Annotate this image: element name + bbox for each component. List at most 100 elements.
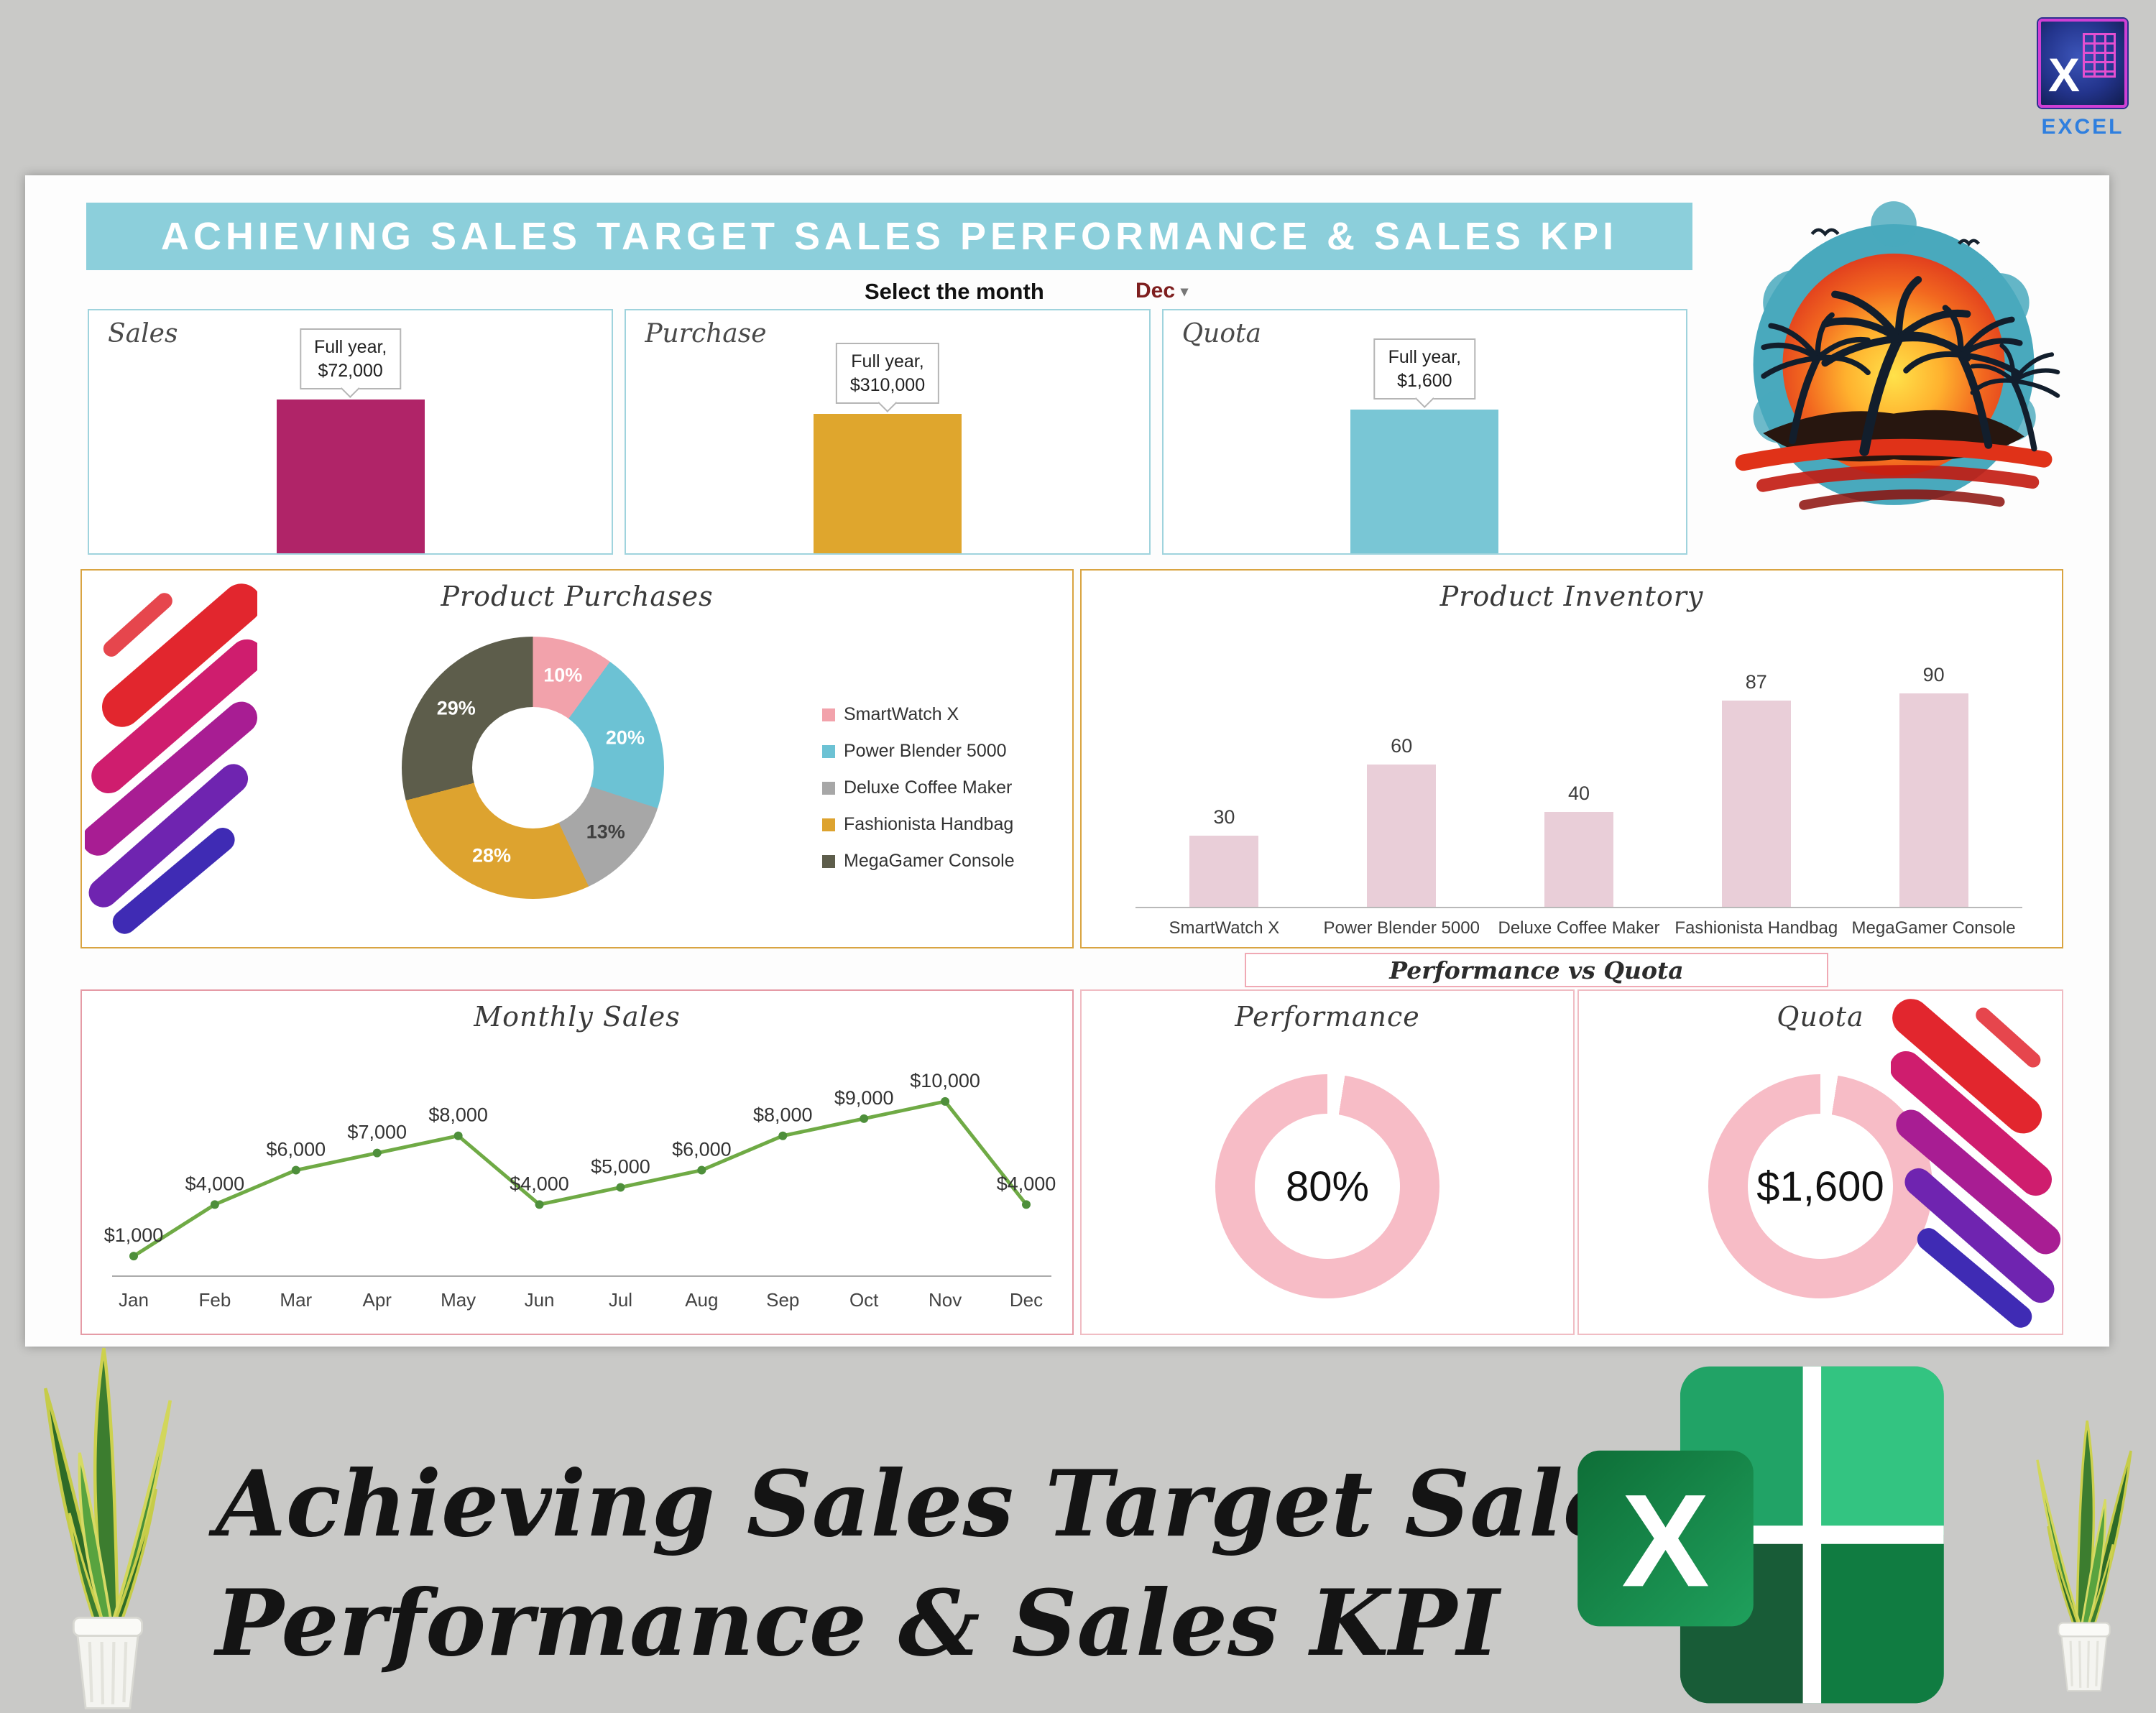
legend-item: Deluxe Coffee Maker (822, 777, 1015, 798)
sales-marker[interactable] (860, 1114, 869, 1123)
sales-marker[interactable] (291, 1165, 300, 1175)
inventory-column: 30 (1135, 806, 1313, 907)
kpi-bar-sales[interactable] (276, 400, 425, 553)
inventory-column: 87 (1667, 671, 1845, 907)
kpi-card-purchase: Purchase Full year, $310,000 (625, 309, 1151, 555)
tropical-palm-illustration (1735, 201, 2073, 510)
sales-marker[interactable] (778, 1131, 788, 1140)
sales-marker[interactable] (129, 1252, 138, 1261)
dashboard-title: ACHIEVING SALES TARGET SALES PERFORMANCE… (160, 215, 1618, 258)
inventory-value-label: 90 (1922, 664, 1945, 685)
donut-hole (472, 707, 594, 828)
dashboard-sheet: ACHIEVING SALES TARGET SALES PERFORMANCE… (25, 175, 2109, 1347)
inventory-bar[interactable] (1544, 812, 1613, 907)
month-label: Feb (199, 1289, 231, 1311)
legend-label: Power Blender 5000 (844, 741, 1007, 761)
kpi-card-title: Purchase (645, 319, 767, 348)
monthly-sales-chart: $1,000 Jan $4,000 Feb $6,000 Mar $7,000 Apr $8,0… (104, 1070, 1056, 1311)
ring-hole: $1,600 (1748, 1114, 1893, 1259)
sales-marker[interactable] (453, 1131, 463, 1140)
sales-marker[interactable] (1022, 1200, 1031, 1209)
sales-line (132, 1099, 1028, 1258)
month-label: Jan (119, 1289, 149, 1311)
inventory-value-label: 40 (1567, 782, 1590, 804)
legend-swatch-icon (822, 744, 835, 758)
kpi-row: Sales Full year, $72,000 Purchase Full y… (88, 309, 1687, 555)
sales-data-label: $10,000 (910, 1070, 980, 1091)
donut-slice-label: 20% (605, 726, 645, 749)
footer-caption-line1: Achieving Sales Target Sales (216, 1451, 1672, 1557)
paint-splash-decoration (1891, 995, 2063, 1331)
footer-caption: Achieving Sales Target Sales Performance… (216, 1444, 1672, 1684)
sales-data-label: $6,000 (267, 1139, 326, 1160)
sales-marker[interactable] (616, 1183, 625, 1192)
sales-marker[interactable] (210, 1200, 219, 1209)
footer-caption-line2: Performance & Sales KPI (216, 1570, 1500, 1677)
month-label: Aug (685, 1289, 718, 1311)
inventory-column: 40 (1491, 782, 1668, 907)
month-label: Jun (525, 1289, 555, 1311)
legend-swatch-icon (822, 781, 835, 795)
quota-value: $1,600 (1756, 1163, 1884, 1210)
sales-marker[interactable] (372, 1148, 382, 1158)
month-dropdown[interactable]: Dec ▾ (1135, 279, 1188, 303)
kpi-callout-purchase: Full year, $310,000 (835, 343, 940, 404)
month-label: Sep (766, 1289, 799, 1311)
legend-item: Power Blender 5000 (822, 741, 1015, 762)
quota-ring[interactable]: $1,600 (1708, 1074, 1932, 1298)
product-purchases-legend: SmartWatch X Power Blender 5000 Deluxe Cof… (822, 704, 1015, 872)
kpi-card-title: Sales (108, 319, 178, 348)
month-label: Dec (1010, 1289, 1043, 1311)
product-purchases-panel: Product Purchases 10% 20% 13% 28% 29% SmartW… (80, 569, 1074, 948)
product-purchases-donut[interactable]: 10% 20% 13% 28% 29% (402, 637, 664, 899)
kpi-bar-purchase[interactable] (813, 414, 962, 553)
callout-line1: Full year, (1388, 347, 1462, 367)
sales-marker[interactable] (941, 1096, 950, 1106)
quota-title: Quota (1777, 1001, 1864, 1033)
inventory-category-label: MegaGamer Console (1851, 918, 2016, 938)
inventory-category-label: Deluxe Coffee Maker (1498, 918, 1660, 938)
excel-logo-letter: X (1621, 1467, 1709, 1614)
product-purchases-title: Product Purchases (441, 581, 714, 612)
kpi-bar-quota[interactable] (1350, 410, 1499, 553)
callout-line2: $72,000 (318, 360, 383, 381)
inventory-bar[interactable] (1367, 765, 1437, 907)
product-inventory-title: Product Inventory (1439, 581, 1704, 612)
monthly-sales-panel: Monthly Sales $1,000 Jan $4,000 Feb $6,000 Ma… (80, 989, 1074, 1335)
month-label: Apr (362, 1289, 392, 1311)
performance-ring[interactable]: 80% (1215, 1074, 1439, 1298)
callout-line2: $1,600 (1397, 370, 1452, 391)
inventory-column: 90 (1845, 664, 2022, 907)
month-selector-label: Select the month (865, 279, 1044, 304)
ring-hole: 80% (1255, 1114, 1400, 1259)
legend-swatch-icon (822, 818, 835, 831)
product-inventory-plot: 30 60 40 87 90 (1135, 657, 2022, 908)
performance-value: 80% (1285, 1163, 1370, 1210)
callout-line2: $310,000 (849, 374, 926, 395)
legend-label: MegaGamer Console (844, 851, 1015, 871)
performance-vs-quota-label: Performance vs Quota (1245, 953, 1828, 987)
month-dropdown-value: Dec (1135, 279, 1176, 303)
monthly-sales-title: Monthly Sales (474, 1001, 681, 1033)
inventory-category-label: SmartWatch X (1169, 918, 1280, 938)
kpi-callout-sales: Full year, $72,000 (299, 328, 402, 389)
sales-data-label: $8,000 (428, 1104, 488, 1126)
sales-data-label: $6,000 (672, 1139, 732, 1160)
inventory-category-label: Power Blender 5000 (1323, 918, 1480, 938)
paint-splash-decoration (85, 583, 257, 934)
sales-marker[interactable] (697, 1165, 706, 1175)
sales-data-label: $7,000 (347, 1122, 407, 1143)
product-inventory-panel: Product Inventory 30 60 40 87 90 SmartWatch … (1080, 569, 2063, 948)
performance-panel: Performance 80% (1080, 989, 1575, 1335)
inventory-bar[interactable] (1189, 836, 1259, 907)
inventory-value-label: 87 (1745, 671, 1767, 693)
sales-marker[interactable] (535, 1200, 544, 1209)
kpi-callout-quota: Full year, $1,600 (1373, 338, 1476, 400)
month-label: Jul (609, 1289, 632, 1311)
sales-data-label: $1,000 (104, 1224, 164, 1246)
inventory-bar[interactable] (1899, 693, 1968, 907)
inventory-bar[interactable] (1721, 701, 1791, 907)
month-label: Mar (280, 1289, 312, 1311)
sales-data-label: $4,000 (185, 1173, 245, 1194)
donut-slice-label: 29% (436, 697, 476, 719)
